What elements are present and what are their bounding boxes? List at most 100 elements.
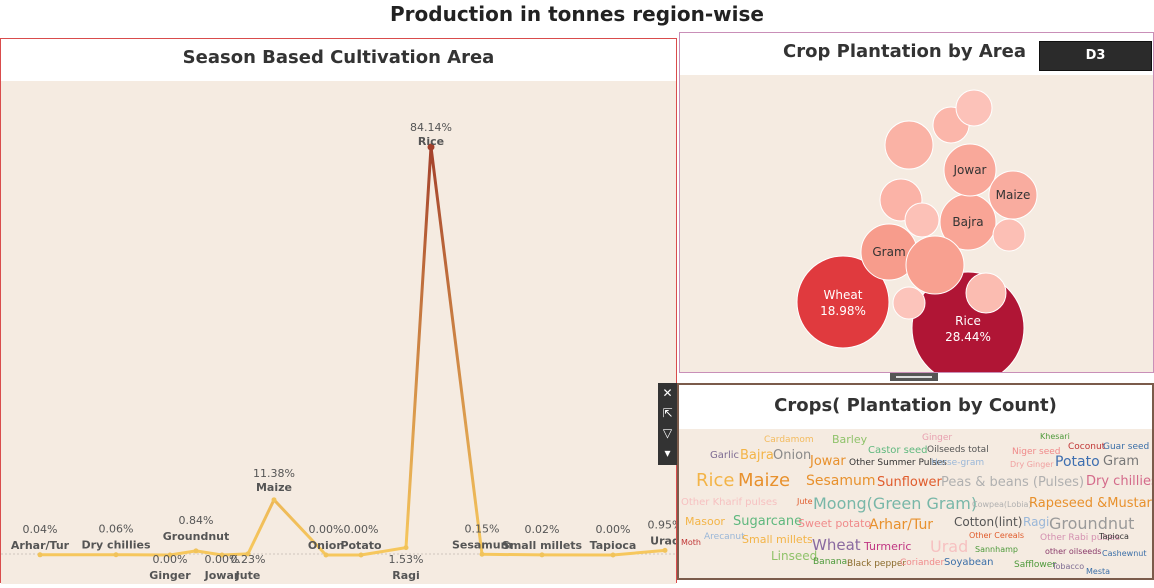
word-cloud-item[interactable]: Dry Ginger: [1010, 460, 1054, 469]
word-cloud-item[interactable]: Jute: [797, 497, 813, 506]
word-cloud-item[interactable]: Sunflower: [877, 475, 942, 490]
word-cloud-item[interactable]: Dry chillies: [1086, 474, 1152, 489]
data-point[interactable]: [245, 551, 251, 557]
word-cloud-item[interactable]: Tapioca: [1099, 532, 1129, 541]
word-cloud-item[interactable]: Jowar: [810, 454, 846, 469]
word-cloud-item[interactable]: Small millets: [742, 533, 813, 546]
category-label: Dry chillies: [82, 539, 151, 552]
word-cloud-item[interactable]: Coriander: [900, 558, 945, 568]
filter-icon[interactable]: ▽: [662, 426, 673, 440]
word-cloud-item[interactable]: Linseed: [771, 549, 818, 563]
bubble-label: Maize: [996, 188, 1031, 202]
bubble[interactable]: [892, 286, 926, 320]
data-point[interactable]: [323, 552, 329, 558]
more-options-icon[interactable]: ▾: [664, 446, 671, 460]
word-cloud-item[interactable]: Moth: [681, 538, 702, 547]
data-point[interactable]: [113, 552, 119, 558]
bubble-chart[interactable]: Rice 28.44% Wheat 18.98% Gram Bajra Jowar Maize: [680, 75, 1153, 385]
word-cloud-item[interactable]: Urad: [930, 537, 969, 556]
word-cloud-item[interactable]: Ginger: [922, 433, 953, 443]
word-cloud-item[interactable]: Horse-gram: [931, 458, 985, 468]
season-chart-plot-area: 0.04% Arhar/Tur 0.06% Dry chillies 0.00% Ging…: [1, 81, 682, 584]
word-cloud-item[interactable]: Coconut: [1068, 442, 1106, 452]
word-cloud-item[interactable]: Other Cereals: [969, 531, 1025, 540]
word-cloud-item[interactable]: Potato: [1055, 454, 1100, 470]
bubble[interactable]: [905, 235, 965, 295]
word-cloud-item[interactable]: Bajra: [740, 448, 774, 463]
pop-out-icon[interactable]: ⇱: [662, 406, 673, 420]
word-cloud-item[interactable]: Oilseeds total: [927, 445, 989, 455]
word-cloud-item[interactable]: Sannhamp: [975, 545, 1018, 554]
data-point[interactable]: [193, 548, 199, 554]
bubble-label: Bajra: [952, 215, 983, 229]
word-cloud-item[interactable]: Castor seed: [868, 445, 928, 456]
word-cloud-item[interactable]: Mesta: [1086, 567, 1111, 576]
word-cloud-item[interactable]: Moong(Green Gram): [813, 494, 978, 513]
series-line[interactable]: [39, 145, 666, 557]
data-point[interactable]: [271, 497, 277, 503]
data-point[interactable]: [37, 552, 43, 558]
word-cloud-item[interactable]: Cowpea(Lobia): [972, 500, 1032, 509]
word-cloud-item[interactable]: Niger seed: [1012, 447, 1061, 457]
word-cloud-item[interactable]: Onion: [773, 448, 812, 463]
data-point[interactable]: [427, 143, 435, 151]
word-cloud-item[interactable]: Peas & beans (Pulses): [941, 475, 1085, 490]
data-point[interactable]: [167, 552, 173, 558]
bubble[interactable]: [796, 255, 890, 349]
word-cloud-item[interactable]: Maize: [738, 470, 791, 491]
word-cloud-item[interactable]: Arhar/Tur: [869, 517, 934, 533]
data-label: 1.53%: [389, 553, 424, 566]
bubble[interactable]: [904, 202, 940, 238]
bubble-label: Rice: [955, 314, 981, 328]
resize-handle[interactable]: [890, 373, 938, 381]
word-cloud-item[interactable]: Arecanut: [704, 532, 745, 542]
word-cloud-item[interactable]: Sweet potato: [798, 517, 872, 530]
data-point[interactable]: [219, 552, 225, 558]
bubble-label: Jowar: [953, 163, 987, 177]
word-cloud-item[interactable]: Other Summer Pulses: [849, 458, 947, 468]
word-cloud-item[interactable]: Turmeric: [864, 540, 912, 553]
word-cloud-item[interactable]: Guar seed: [1103, 442, 1150, 452]
word-cloud-item[interactable]: Cardamom: [764, 435, 814, 445]
worksheet-toolbar: ✕ ⇱ ▽ ▾: [658, 383, 677, 465]
bubble[interactable]: [884, 120, 934, 170]
word-cloud-item[interactable]: Cashewnut: [1102, 549, 1147, 558]
word-cloud-item[interactable]: Rapeseed &Mustard: [1029, 496, 1152, 511]
data-point[interactable]: [662, 547, 668, 553]
word-cloud-item[interactable]: Black pepper: [847, 559, 907, 569]
word-cloud-item[interactable]: Sugarcane: [733, 514, 803, 529]
word-cloud-item[interactable]: Soyabean: [944, 557, 994, 568]
word-cloud-item[interactable]: other oilseeds: [1045, 547, 1102, 556]
word-cloud-item[interactable]: Cotton(lint): [954, 515, 1023, 529]
word-cloud-item[interactable]: Tobacco: [1052, 562, 1085, 571]
word-cloud-item[interactable]: Safflower: [1014, 560, 1057, 570]
word-cloud-item[interactable]: Barley: [832, 433, 868, 446]
data-point[interactable]: [539, 552, 545, 558]
bubble-value: 18.98%: [820, 304, 866, 318]
word-cloud-item[interactable]: Banana: [813, 557, 848, 567]
data-point[interactable]: [479, 551, 485, 557]
region-filter-badge[interactable]: D3: [1039, 41, 1152, 71]
data-point[interactable]: [610, 552, 616, 558]
close-icon[interactable]: ✕: [662, 386, 673, 400]
data-point[interactable]: [403, 545, 409, 551]
word-cloud-item[interactable]: Masoor: [685, 515, 725, 528]
bubble[interactable]: [992, 218, 1026, 252]
word-cloud-item[interactable]: Sesamum: [806, 473, 876, 489]
word-cloud-item[interactable]: Wheat: [812, 536, 861, 554]
word-cloud-item[interactable]: Ragi: [1023, 515, 1050, 529]
bubble[interactable]: [955, 89, 993, 127]
word-cloud-item[interactable]: Rice: [696, 470, 735, 491]
data-label: 84.14%: [410, 121, 452, 134]
word-cloud-item[interactable]: Garlic: [710, 450, 740, 461]
data-point[interactable]: [358, 552, 364, 558]
bubble-value: 28.44%: [945, 330, 991, 344]
word-cloud-item[interactable]: Other Rabi pulses: [1040, 533, 1120, 543]
word-cloud-item[interactable]: Groundnut: [1049, 514, 1135, 533]
word-cloud-item[interactable]: Khesari: [1040, 432, 1070, 441]
bubble[interactable]: [943, 143, 997, 197]
word-cloud-item[interactable]: Gram: [1103, 454, 1140, 469]
word-cloud-item[interactable]: Other Kharif pulses: [681, 497, 778, 508]
bubble[interactable]: [965, 272, 1007, 314]
